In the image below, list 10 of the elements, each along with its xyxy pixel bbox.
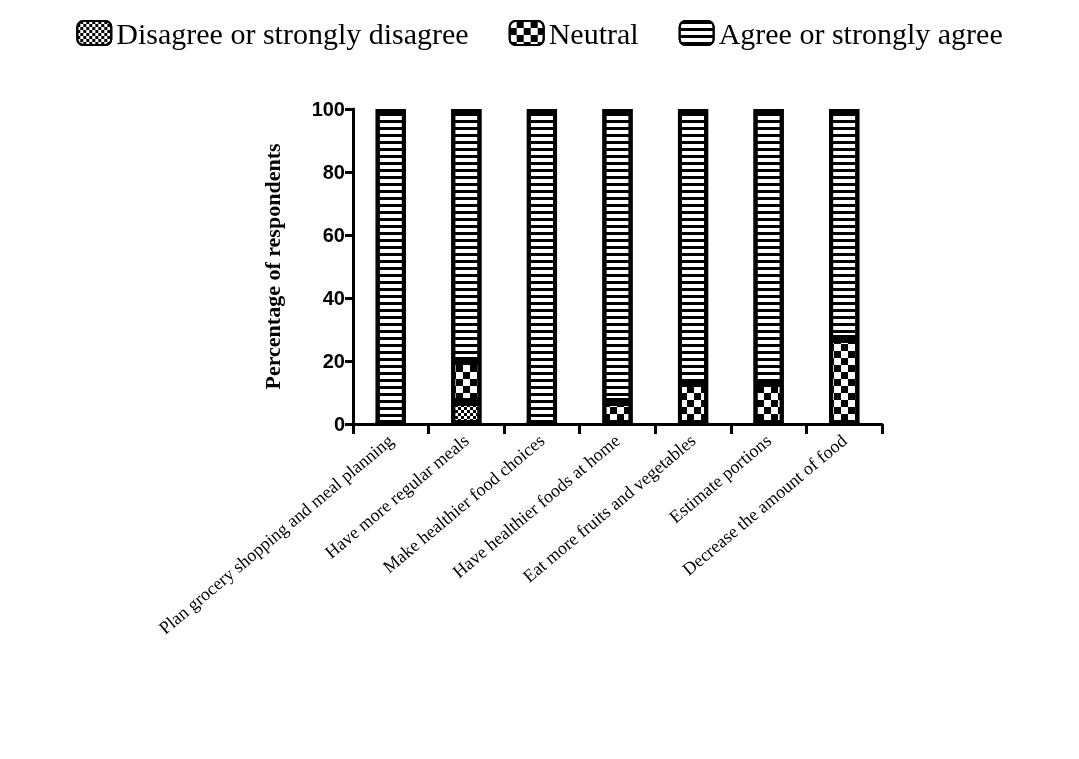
y-tick-label: 80 bbox=[322, 161, 345, 183]
legend-label: Disagree or strongly disagree bbox=[116, 16, 469, 50]
y-tick-label: 20 bbox=[322, 350, 345, 372]
y-axis-title: Percentage of respondents bbox=[259, 143, 285, 390]
y-tick-label: 100 bbox=[311, 98, 345, 120]
y-tick-label: 0 bbox=[333, 413, 345, 435]
y-tick-label: 60 bbox=[322, 224, 345, 246]
legend-label: Agree or strongly agree bbox=[718, 16, 1003, 50]
legend-label: Neutral bbox=[548, 16, 639, 50]
y-tick-label: 40 bbox=[322, 287, 345, 309]
